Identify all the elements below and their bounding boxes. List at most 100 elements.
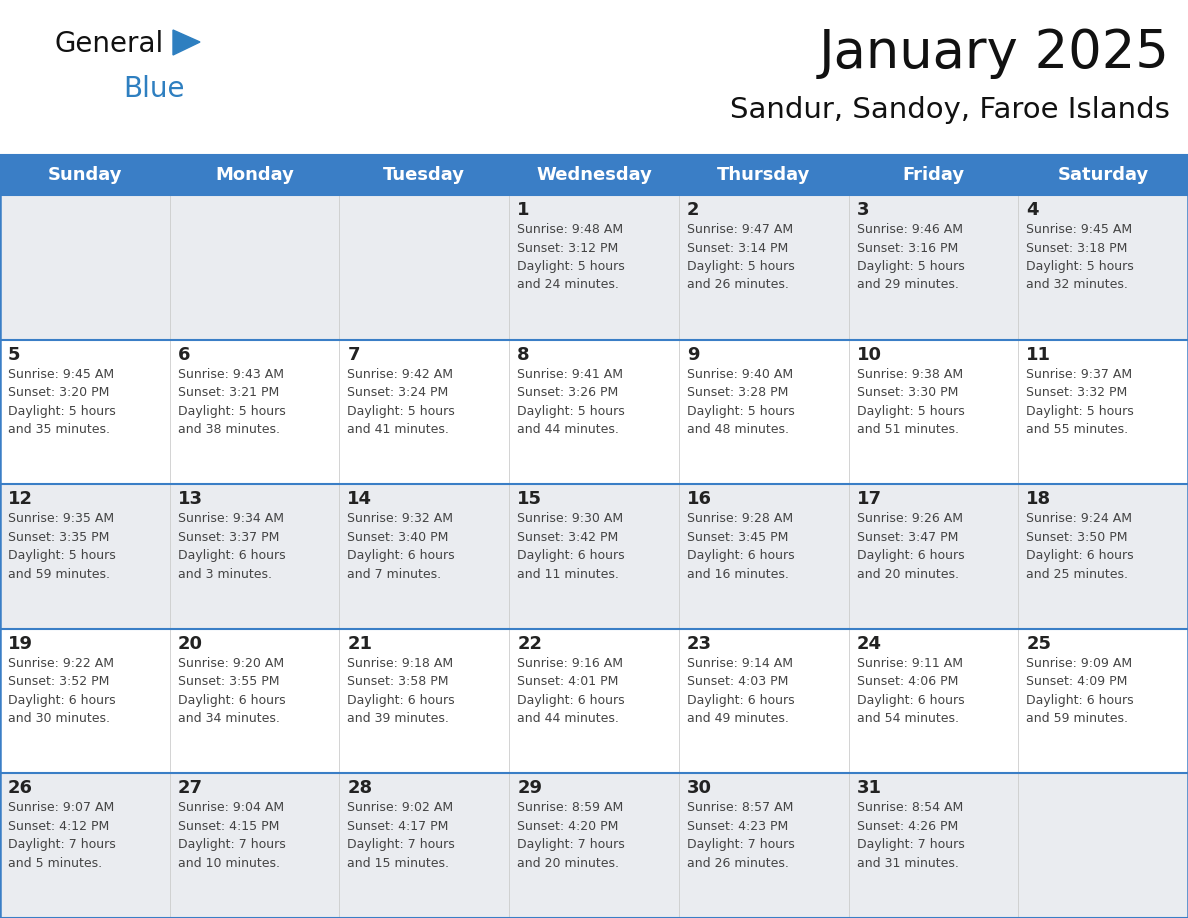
Text: Daylight: 6 hours: Daylight: 6 hours xyxy=(857,549,965,562)
Text: Sunset: 3:14 PM: Sunset: 3:14 PM xyxy=(687,241,788,254)
Text: Sunset: 3:20 PM: Sunset: 3:20 PM xyxy=(8,386,109,399)
Text: Tuesday: Tuesday xyxy=(384,166,466,184)
Text: Thursday: Thursday xyxy=(718,166,810,184)
Text: Sunset: 4:20 PM: Sunset: 4:20 PM xyxy=(517,820,619,833)
Text: Sunset: 3:18 PM: Sunset: 3:18 PM xyxy=(1026,241,1127,254)
Text: Sunset: 3:21 PM: Sunset: 3:21 PM xyxy=(178,386,279,399)
Text: Sunrise: 9:46 AM: Sunrise: 9:46 AM xyxy=(857,223,962,236)
Text: Sandur, Sandoy, Faroe Islands: Sandur, Sandoy, Faroe Islands xyxy=(731,96,1170,124)
Text: Daylight: 7 hours: Daylight: 7 hours xyxy=(347,838,455,851)
Text: 19: 19 xyxy=(8,635,33,653)
Text: Sunrise: 9:35 AM: Sunrise: 9:35 AM xyxy=(8,512,114,525)
Text: Sunset: 3:28 PM: Sunset: 3:28 PM xyxy=(687,386,788,399)
Text: and 54 minutes.: and 54 minutes. xyxy=(857,712,959,725)
Text: Sunrise: 9:45 AM: Sunrise: 9:45 AM xyxy=(1026,223,1132,236)
Text: Sunset: 3:30 PM: Sunset: 3:30 PM xyxy=(857,386,958,399)
Text: and 39 minutes.: and 39 minutes. xyxy=(347,712,449,725)
Text: and 20 minutes.: and 20 minutes. xyxy=(857,567,959,581)
Text: Sunday: Sunday xyxy=(48,166,122,184)
Text: Sunrise: 8:54 AM: Sunrise: 8:54 AM xyxy=(857,801,962,814)
Text: Daylight: 7 hours: Daylight: 7 hours xyxy=(178,838,285,851)
Text: 26: 26 xyxy=(8,779,33,798)
Text: and 41 minutes.: and 41 minutes. xyxy=(347,423,449,436)
Text: Sunrise: 9:16 AM: Sunrise: 9:16 AM xyxy=(517,656,624,670)
Text: 22: 22 xyxy=(517,635,542,653)
Text: Sunset: 4:03 PM: Sunset: 4:03 PM xyxy=(687,676,788,688)
Text: Daylight: 5 hours: Daylight: 5 hours xyxy=(178,405,285,418)
Text: and 51 minutes.: and 51 minutes. xyxy=(857,423,959,436)
Text: Sunrise: 9:24 AM: Sunrise: 9:24 AM xyxy=(1026,512,1132,525)
Text: and 31 minutes.: and 31 minutes. xyxy=(857,856,959,870)
Text: Daylight: 6 hours: Daylight: 6 hours xyxy=(347,549,455,562)
Text: Sunset: 3:24 PM: Sunset: 3:24 PM xyxy=(347,386,449,399)
Text: Sunrise: 9:11 AM: Sunrise: 9:11 AM xyxy=(857,656,962,670)
Text: and 11 minutes.: and 11 minutes. xyxy=(517,567,619,581)
Text: 11: 11 xyxy=(1026,345,1051,364)
Text: Daylight: 6 hours: Daylight: 6 hours xyxy=(347,694,455,707)
Text: Daylight: 6 hours: Daylight: 6 hours xyxy=(517,694,625,707)
Text: Sunset: 3:32 PM: Sunset: 3:32 PM xyxy=(1026,386,1127,399)
Text: Wednesday: Wednesday xyxy=(536,166,652,184)
Polygon shape xyxy=(173,30,200,55)
Text: Sunrise: 9:14 AM: Sunrise: 9:14 AM xyxy=(687,656,792,670)
Text: 20: 20 xyxy=(178,635,203,653)
Text: and 26 minutes.: and 26 minutes. xyxy=(687,278,789,292)
Text: Sunrise: 9:48 AM: Sunrise: 9:48 AM xyxy=(517,223,624,236)
Text: 10: 10 xyxy=(857,345,881,364)
Text: 2: 2 xyxy=(687,201,700,219)
Text: Daylight: 5 hours: Daylight: 5 hours xyxy=(517,405,625,418)
Text: Sunrise: 9:02 AM: Sunrise: 9:02 AM xyxy=(347,801,454,814)
Bar xyxy=(848,155,1018,195)
Text: and 59 minutes.: and 59 minutes. xyxy=(1026,712,1129,725)
Text: Sunrise: 9:20 AM: Sunrise: 9:20 AM xyxy=(178,656,284,670)
Text: Sunset: 3:40 PM: Sunset: 3:40 PM xyxy=(347,531,449,543)
Text: Sunset: 3:58 PM: Sunset: 3:58 PM xyxy=(347,676,449,688)
Bar xyxy=(340,155,510,195)
Text: Sunset: 4:15 PM: Sunset: 4:15 PM xyxy=(178,820,279,833)
Text: Sunrise: 9:45 AM: Sunrise: 9:45 AM xyxy=(8,367,114,381)
Bar xyxy=(678,155,848,195)
Text: Sunrise: 9:43 AM: Sunrise: 9:43 AM xyxy=(178,367,284,381)
Text: Daylight: 5 hours: Daylight: 5 hours xyxy=(1026,405,1135,418)
Text: and 24 minutes.: and 24 minutes. xyxy=(517,278,619,292)
Text: and 38 minutes.: and 38 minutes. xyxy=(178,423,279,436)
Text: Sunrise: 9:28 AM: Sunrise: 9:28 AM xyxy=(687,512,792,525)
Text: Daylight: 5 hours: Daylight: 5 hours xyxy=(1026,260,1135,273)
Text: and 7 minutes.: and 7 minutes. xyxy=(347,567,442,581)
Text: Daylight: 5 hours: Daylight: 5 hours xyxy=(8,405,115,418)
Text: 14: 14 xyxy=(347,490,372,509)
Text: Daylight: 5 hours: Daylight: 5 hours xyxy=(347,405,455,418)
Text: 27: 27 xyxy=(178,779,203,798)
Text: Sunrise: 9:40 AM: Sunrise: 9:40 AM xyxy=(687,367,792,381)
Text: Sunset: 3:16 PM: Sunset: 3:16 PM xyxy=(857,241,958,254)
Text: Sunset: 3:45 PM: Sunset: 3:45 PM xyxy=(687,531,788,543)
Text: and 29 minutes.: and 29 minutes. xyxy=(857,278,959,292)
Text: and 10 minutes.: and 10 minutes. xyxy=(178,856,279,870)
Text: Sunrise: 9:38 AM: Sunrise: 9:38 AM xyxy=(857,367,962,381)
Text: and 34 minutes.: and 34 minutes. xyxy=(178,712,279,725)
Text: and 49 minutes.: and 49 minutes. xyxy=(687,712,789,725)
Text: 17: 17 xyxy=(857,490,881,509)
Text: Blue: Blue xyxy=(124,75,184,103)
Text: and 25 minutes.: and 25 minutes. xyxy=(1026,567,1129,581)
Text: Sunrise: 9:41 AM: Sunrise: 9:41 AM xyxy=(517,367,624,381)
Text: 31: 31 xyxy=(857,779,881,798)
Text: Daylight: 6 hours: Daylight: 6 hours xyxy=(857,694,965,707)
Text: 28: 28 xyxy=(347,779,373,798)
Text: Daylight: 7 hours: Daylight: 7 hours xyxy=(8,838,115,851)
Text: Daylight: 6 hours: Daylight: 6 hours xyxy=(687,549,795,562)
Text: and 15 minutes.: and 15 minutes. xyxy=(347,856,449,870)
Text: Sunrise: 9:32 AM: Sunrise: 9:32 AM xyxy=(347,512,454,525)
Text: Sunset: 4:12 PM: Sunset: 4:12 PM xyxy=(8,820,109,833)
Text: Sunset: 3:42 PM: Sunset: 3:42 PM xyxy=(517,531,619,543)
Text: 30: 30 xyxy=(687,779,712,798)
Text: Daylight: 5 hours: Daylight: 5 hours xyxy=(517,260,625,273)
Text: 16: 16 xyxy=(687,490,712,509)
Text: Sunset: 4:09 PM: Sunset: 4:09 PM xyxy=(1026,676,1127,688)
Text: and 35 minutes.: and 35 minutes. xyxy=(8,423,110,436)
Text: and 59 minutes.: and 59 minutes. xyxy=(8,567,110,581)
Bar xyxy=(0,155,170,195)
Text: General: General xyxy=(55,30,164,58)
Text: Sunset: 4:17 PM: Sunset: 4:17 PM xyxy=(347,820,449,833)
Text: Monday: Monday xyxy=(215,166,293,184)
